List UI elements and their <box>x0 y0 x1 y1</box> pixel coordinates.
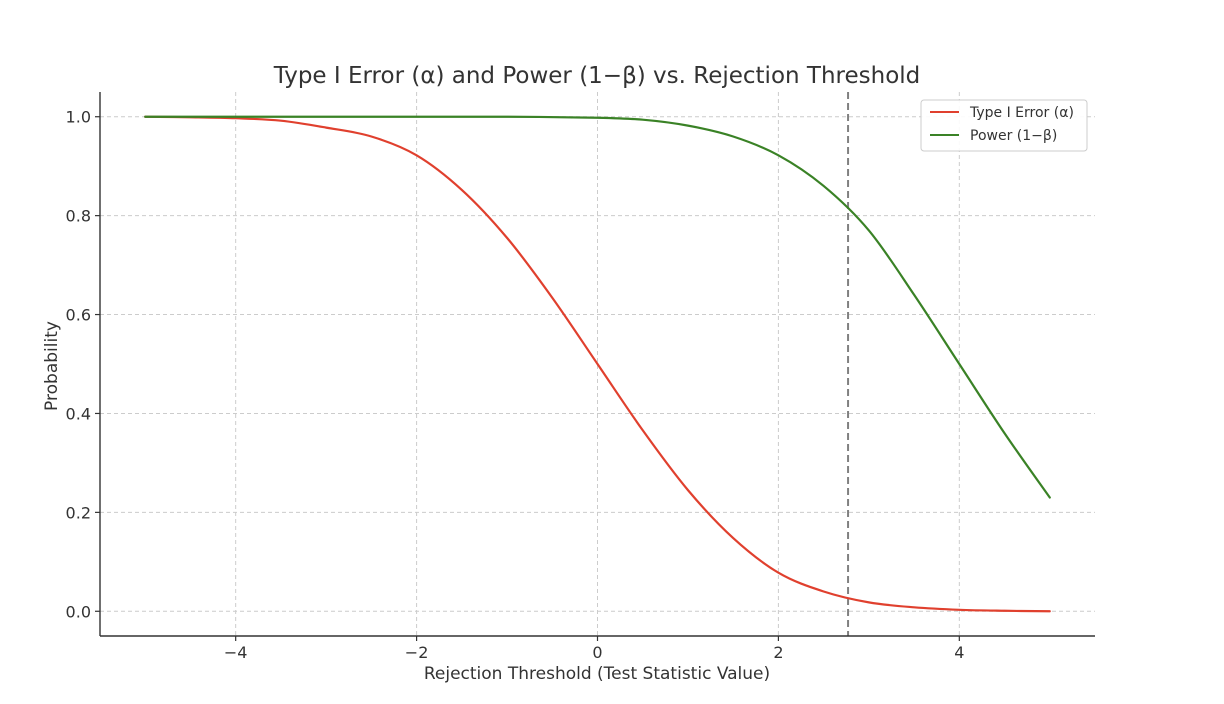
series-lines <box>144 115 1051 613</box>
power-line <box>144 115 1051 499</box>
y-tick-label: 0.8 <box>66 207 91 226</box>
x-tick-label: 0 <box>592 643 602 662</box>
x-tick-label: −4 <box>224 643 248 662</box>
y-tick-label: 0.6 <box>66 306 91 325</box>
x-tick-label: 4 <box>954 643 964 662</box>
legend-box <box>920 99 1088 152</box>
y-tick-label: 0.2 <box>66 503 91 522</box>
legend: Type I Error (α) Power (1−β) <box>920 99 1088 152</box>
legend-label-power: Power (1−β) <box>970 128 1057 144</box>
type-i-error-line <box>144 115 1051 613</box>
x-tick-label: 2 <box>773 643 783 662</box>
chart-title: Type I Error (α) and Power (1−β) vs. Rej… <box>273 63 921 89</box>
legend-label-type-i-error: Type I Error (α) <box>969 105 1074 121</box>
y-tick-label: 0.4 <box>66 404 91 423</box>
axes <box>95 92 1095 641</box>
y-tick-label: 0.0 <box>66 602 91 621</box>
y-tick-label: 1.0 <box>66 108 91 127</box>
x-tick-label: −2 <box>405 643 429 662</box>
tick-labels: −4 −2 0 2 4 0.0 0.2 0.4 0.6 0.8 1.0 <box>66 108 965 662</box>
x-axis-label: Rejection Threshold (Test Statistic Valu… <box>424 664 770 684</box>
y-axis-label: Probability <box>42 321 62 411</box>
